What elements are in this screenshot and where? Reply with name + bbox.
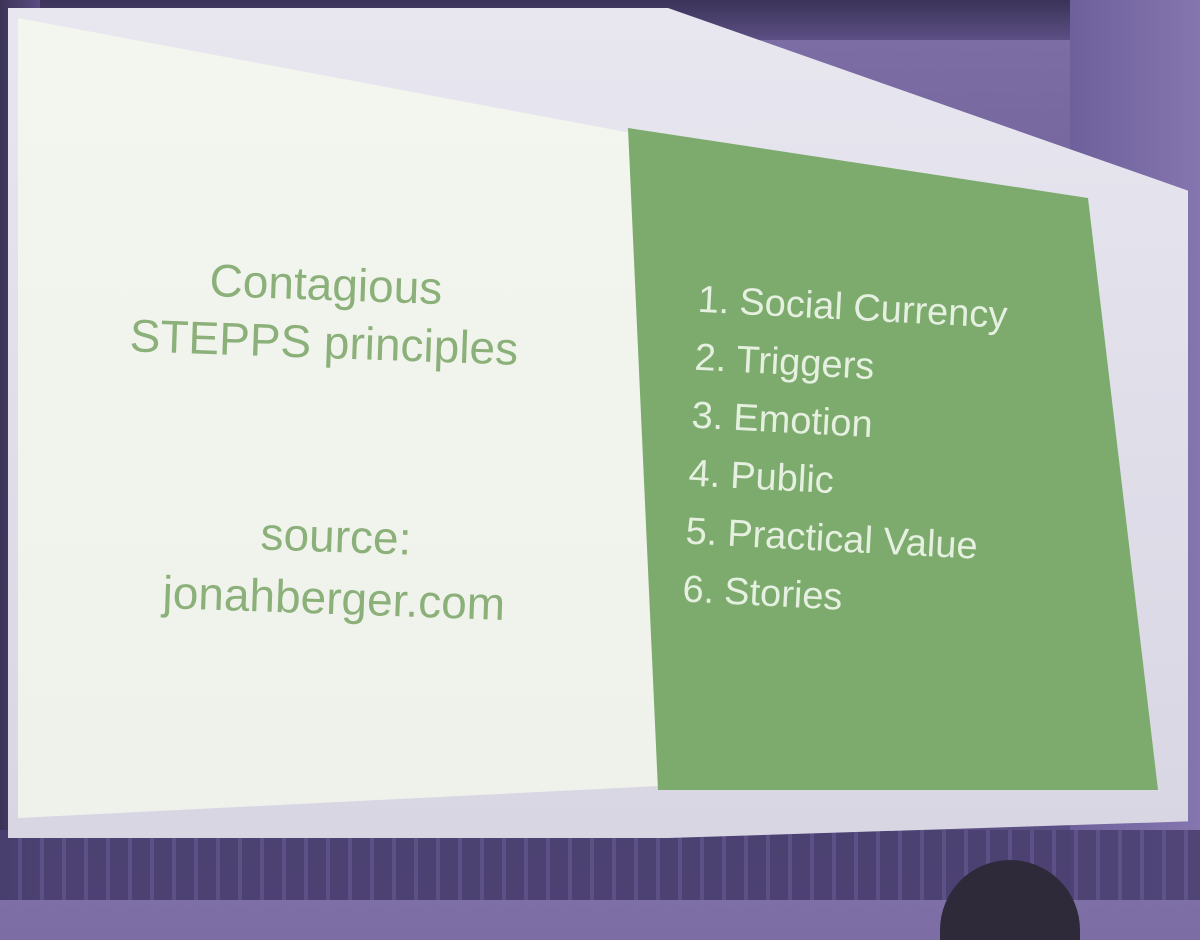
list-label: Emotion: [732, 396, 874, 447]
list-number: 3.: [690, 394, 725, 439]
slide-right-panel: [628, 128, 1158, 790]
list-label: Public: [729, 454, 835, 503]
slide-left-panel: [18, 18, 658, 818]
source-block: source: jonahberger.com: [53, 495, 617, 638]
stepps-list: 1. Social Currency 2. Triggers 3. Emotion 4…: [681, 271, 1059, 637]
list-number: 6.: [681, 568, 716, 613]
list-label: Social Currency: [738, 280, 1009, 337]
list-number: 1.: [696, 278, 731, 323]
list-number: 5.: [684, 510, 719, 555]
list-number: 2.: [693, 336, 728, 381]
list-label: Stories: [723, 570, 844, 619]
list-label: Practical Value: [726, 512, 979, 568]
list-number: 4.: [687, 452, 722, 497]
slide-title: Contagious STEPPS principles: [28, 245, 622, 382]
list-label: Triggers: [735, 338, 876, 389]
